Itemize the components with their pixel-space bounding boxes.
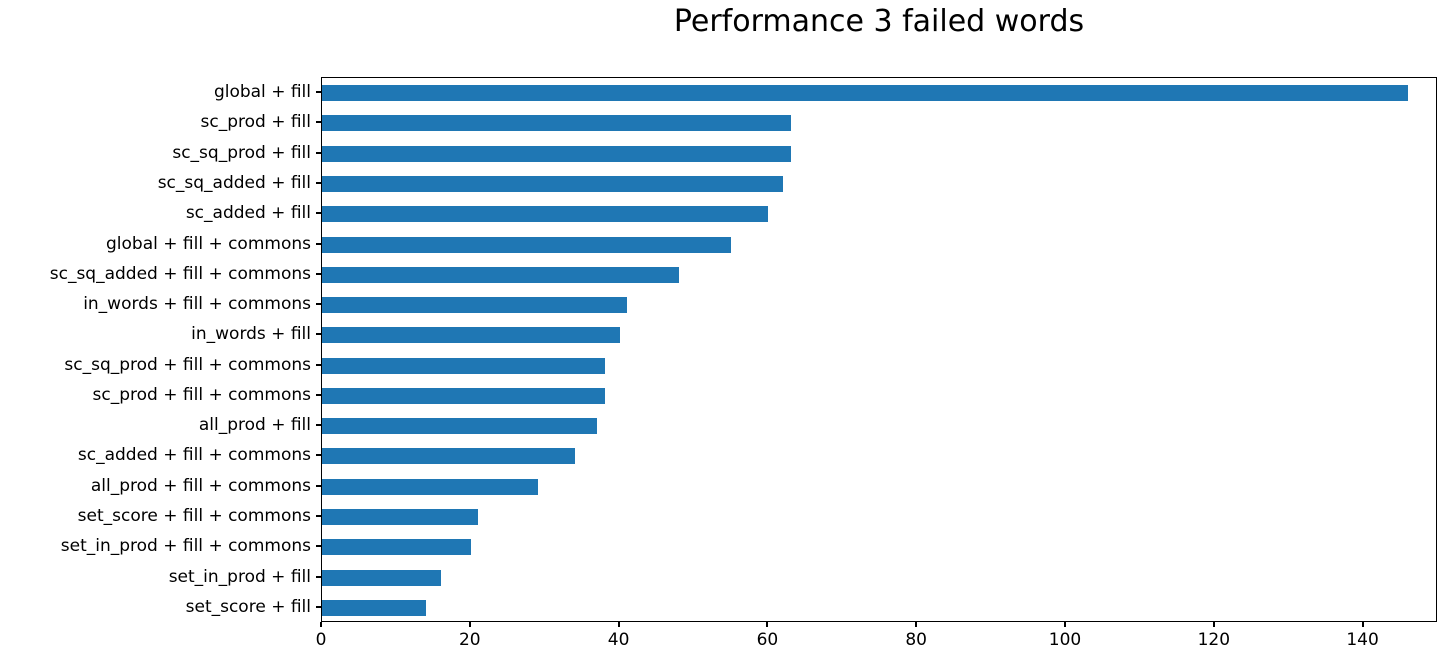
bar: [322, 145, 791, 162]
y-tick-label: all_prod + fill + commons: [90, 475, 311, 496]
y-tick-label: global + fill + commons: [105, 233, 311, 254]
y-tick-mark: [316, 454, 321, 457]
y-tick-label: sc_prod + fill: [200, 112, 311, 133]
y-tick-label: sc_added + fill + commons: [77, 445, 311, 466]
bar: [322, 387, 605, 404]
bar: [322, 297, 628, 314]
bar: [322, 175, 784, 192]
bar: [322, 85, 1409, 102]
bar: [322, 569, 442, 586]
x-tick-mark: [617, 622, 620, 627]
bar: [322, 599, 427, 616]
y-tick-mark: [316, 91, 321, 94]
y-tick-mark: [316, 393, 321, 396]
y-tick-mark: [316, 484, 321, 487]
y-tick-label: global + fill: [213, 82, 311, 103]
bar: [322, 509, 479, 526]
y-tick-mark: [316, 121, 321, 124]
x-tick-mark: [320, 622, 322, 627]
y-tick-label: sc_added + fill: [185, 203, 311, 224]
bar: [322, 327, 620, 344]
y-tick-mark: [316, 272, 321, 275]
x-tick-label: 120: [1197, 630, 1231, 650]
x-tick-mark: [1361, 622, 1364, 627]
y-tick-label: set_score + fill + commons: [77, 506, 311, 527]
x-tick-mark: [468, 622, 471, 627]
x-tick-mark: [766, 622, 769, 627]
x-tick-label: 60: [756, 630, 779, 650]
y-tick-label: sc_prod + fill + commons: [92, 384, 311, 405]
y-tick-label: sc_sq_added + fill + commons: [49, 263, 311, 284]
x-tick-label: 40: [607, 630, 630, 650]
bar: [322, 266, 680, 283]
y-tick-label: sc_sq_prod + fill + commons: [64, 354, 311, 375]
y-tick-mark: [316, 605, 321, 608]
y-tick-mark: [316, 363, 321, 366]
bar: [322, 115, 791, 132]
plot-area: [321, 77, 1437, 622]
bar: [322, 448, 575, 465]
x-tick-label: 80: [905, 630, 927, 650]
y-tick-label: set_score + fill: [185, 596, 311, 617]
y-tick-mark: [316, 575, 321, 578]
y-tick-mark: [316, 151, 321, 154]
x-tick-label: 100: [1048, 630, 1082, 650]
y-tick-label: sc_sq_added + fill: [157, 172, 311, 193]
y-tick-mark: [316, 181, 321, 184]
bar: [322, 478, 538, 495]
bar: [322, 539, 471, 556]
x-tick-label: 140: [1346, 630, 1379, 650]
x-tick-mark: [1064, 622, 1066, 627]
y-tick-label: set_in_prod + fill + commons: [60, 536, 311, 557]
bar: [322, 418, 598, 435]
y-tick-mark: [316, 303, 321, 306]
x-tick-mark: [915, 622, 918, 627]
y-tick-mark: [316, 242, 321, 245]
y-tick-mark: [316, 212, 321, 215]
y-tick-label: set_in_prod + fill: [168, 566, 311, 587]
x-tick-label: 0: [315, 630, 327, 650]
y-tick-mark: [316, 333, 321, 336]
x-tick-mark: [1212, 622, 1215, 627]
bar: [322, 236, 732, 253]
y-tick-mark: [316, 515, 321, 518]
y-tick-label: in_words + fill + commons: [83, 294, 311, 315]
y-tick-label: all_prod + fill: [198, 415, 311, 436]
chart-title: Performance 3 failed words: [673, 4, 1085, 39]
y-tick-label: sc_sq_prod + fill: [172, 142, 311, 163]
y-tick-mark: [316, 424, 321, 427]
bar: [322, 206, 769, 223]
y-tick-mark: [316, 545, 321, 548]
y-tick-label: in_words + fill: [191, 324, 311, 345]
x-tick-label: 20: [458, 630, 481, 650]
bar: [322, 357, 605, 374]
